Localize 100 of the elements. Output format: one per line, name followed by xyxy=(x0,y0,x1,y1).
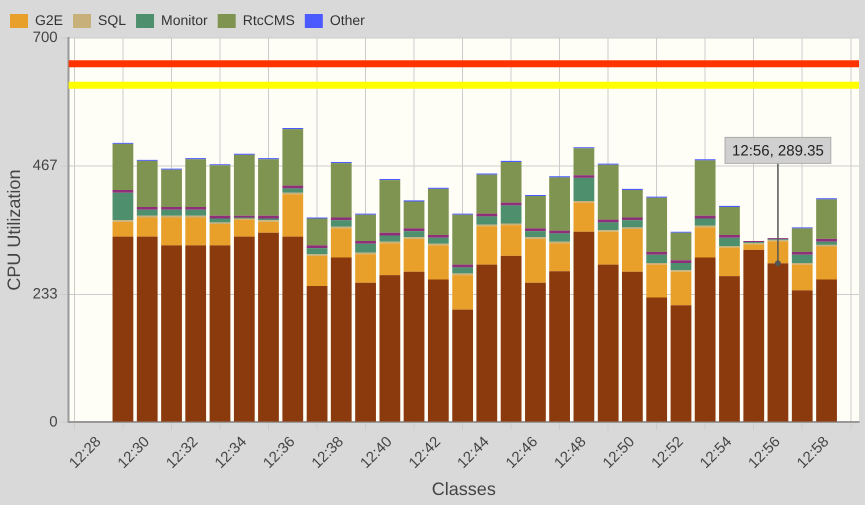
bar xyxy=(282,236,304,422)
bar xyxy=(719,207,740,236)
bar xyxy=(234,220,255,237)
bar xyxy=(574,232,594,422)
bar xyxy=(694,227,716,258)
bar xyxy=(525,228,546,232)
bar xyxy=(670,305,692,422)
legend-label: Other xyxy=(330,12,366,28)
bar xyxy=(355,241,376,244)
bar xyxy=(792,264,813,290)
y-tick-label: 0 xyxy=(49,413,58,430)
bar xyxy=(500,225,522,256)
bar xyxy=(161,207,182,210)
bar xyxy=(136,210,158,216)
bar xyxy=(574,202,594,232)
bar xyxy=(452,310,474,422)
bar xyxy=(185,210,206,216)
bar xyxy=(719,238,740,246)
bar xyxy=(428,279,449,422)
bar xyxy=(306,286,328,422)
bar xyxy=(816,242,837,245)
bar xyxy=(210,218,230,222)
bar xyxy=(136,236,158,422)
bar xyxy=(112,190,134,193)
bar xyxy=(622,217,643,220)
bar xyxy=(694,218,716,226)
legend-label: RtcCMS xyxy=(242,12,295,28)
legend-label: Monitor xyxy=(161,12,208,28)
bar xyxy=(379,243,400,276)
bar xyxy=(574,178,594,201)
y-axis-title: CPU Utilization xyxy=(4,170,24,291)
bar xyxy=(694,258,716,422)
bar xyxy=(330,163,352,218)
bar xyxy=(282,188,304,193)
bar xyxy=(598,232,619,265)
bar xyxy=(500,162,522,203)
bar xyxy=(379,180,400,233)
bar xyxy=(161,210,182,216)
bar xyxy=(306,245,328,248)
bar xyxy=(161,170,182,208)
bar xyxy=(379,232,400,236)
bar xyxy=(768,263,788,422)
bar xyxy=(282,129,304,186)
bar xyxy=(355,214,376,242)
bar xyxy=(185,217,206,246)
bar xyxy=(598,220,619,222)
bar xyxy=(525,238,546,283)
bar xyxy=(355,244,376,253)
bar xyxy=(670,262,692,270)
bar xyxy=(428,238,449,244)
bar xyxy=(428,235,449,238)
bar xyxy=(452,275,474,310)
bar xyxy=(694,216,716,219)
bar xyxy=(258,232,279,422)
bar xyxy=(306,218,328,246)
bar xyxy=(549,177,570,231)
bar xyxy=(258,222,279,233)
bar xyxy=(768,241,788,264)
x-axis-title: Classes xyxy=(432,479,496,500)
bar xyxy=(452,264,474,268)
bar xyxy=(500,205,522,224)
bar xyxy=(525,231,546,238)
bar xyxy=(330,220,352,227)
bar xyxy=(476,226,498,265)
bar xyxy=(646,264,668,298)
bar xyxy=(452,267,474,274)
bar xyxy=(549,271,570,422)
bar xyxy=(404,202,424,228)
bar xyxy=(210,224,230,246)
bar xyxy=(404,228,424,232)
bar xyxy=(719,248,740,276)
y-tick-label: 700 xyxy=(32,29,58,46)
bar xyxy=(792,290,813,422)
bar xyxy=(792,228,813,252)
bar xyxy=(404,231,424,238)
bar xyxy=(646,254,668,263)
bar xyxy=(306,248,328,254)
bar xyxy=(525,282,546,422)
bar xyxy=(404,238,424,272)
bar xyxy=(476,216,498,225)
y-tick-label: 233 xyxy=(32,285,58,302)
bar xyxy=(428,245,449,280)
bar xyxy=(598,222,619,230)
bar xyxy=(646,298,668,422)
bar xyxy=(476,214,498,216)
bar xyxy=(234,236,255,422)
legend-label: G2E xyxy=(35,12,64,28)
bar xyxy=(549,243,570,272)
bar xyxy=(670,260,692,263)
annotation: 12:56, 289.35 xyxy=(732,142,824,160)
bar xyxy=(210,216,230,219)
bar xyxy=(719,235,740,238)
bar xyxy=(379,236,400,242)
bar xyxy=(161,245,182,422)
bar xyxy=(792,254,813,263)
bar xyxy=(282,186,304,188)
bar xyxy=(646,252,668,255)
bar xyxy=(330,228,352,258)
bar xyxy=(112,144,134,190)
bar xyxy=(112,236,134,422)
